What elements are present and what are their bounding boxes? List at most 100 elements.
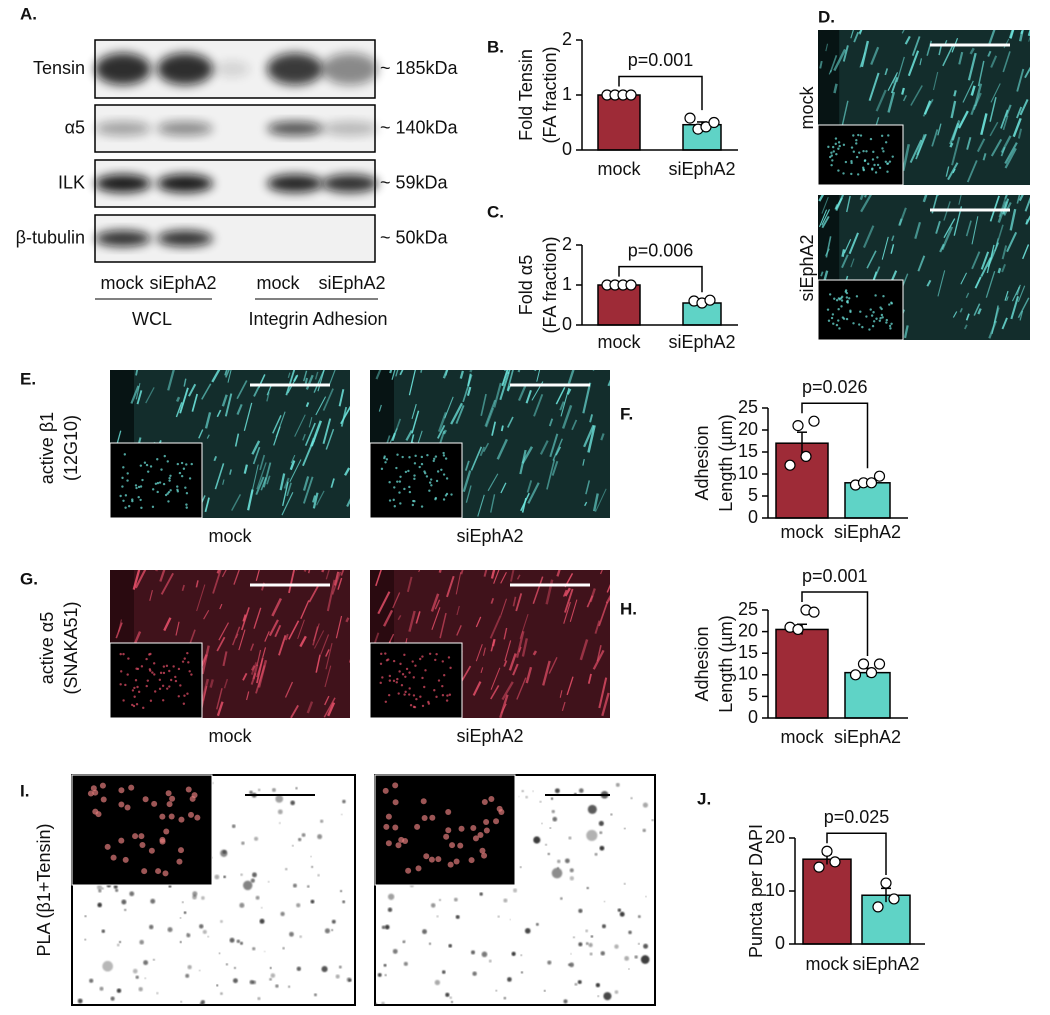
fiber	[546, 459, 556, 490]
fiber	[853, 31, 860, 43]
inset-dot	[442, 498, 446, 501]
fiber	[911, 36, 921, 57]
puncta	[585, 942, 589, 945]
fiber	[302, 440, 315, 467]
puncta	[121, 899, 127, 905]
fiber	[303, 370, 308, 382]
fiber	[949, 142, 954, 148]
fiber	[864, 195, 867, 198]
puncta	[436, 915, 439, 918]
fiber	[490, 667, 501, 690]
fiber	[436, 424, 446, 439]
puncta	[180, 1000, 183, 1003]
fiber	[493, 570, 500, 584]
puncta	[599, 845, 605, 851]
inset-dot	[134, 679, 138, 682]
inset-dot	[155, 868, 162, 875]
data-point	[625, 89, 637, 101]
data-point	[808, 415, 820, 427]
puncta	[585, 929, 589, 933]
inset-dot	[384, 652, 387, 655]
inset-dot	[446, 694, 449, 697]
inset-dot	[885, 318, 889, 322]
fiber	[434, 599, 441, 610]
inset-dot	[427, 700, 430, 704]
fiber	[873, 266, 881, 280]
inset-dot	[888, 324, 892, 328]
puncta	[229, 937, 235, 943]
fiber	[1012, 117, 1022, 138]
puncta	[578, 908, 583, 914]
puncta	[324, 928, 331, 934]
fiber	[605, 594, 610, 604]
inset-dot	[831, 159, 834, 162]
puncta	[307, 885, 310, 888]
inset-dot	[435, 479, 439, 483]
inset-dot	[412, 676, 415, 679]
blot-row-label: ILK	[58, 172, 85, 192]
puncta	[116, 943, 120, 947]
fiber	[1027, 30, 1030, 37]
puncta	[317, 874, 320, 877]
inset-dot	[413, 477, 416, 481]
fiber	[259, 454, 266, 471]
inset-dot	[425, 475, 429, 478]
fiber	[971, 216, 979, 245]
lane-label: mock	[256, 273, 300, 293]
fiber	[314, 371, 319, 380]
blot-band	[267, 174, 323, 193]
fiber	[980, 113, 988, 136]
inset-dot	[100, 796, 107, 803]
fiber	[1001, 263, 1006, 273]
fiber	[305, 374, 314, 390]
puncta	[610, 813, 613, 816]
fiber	[211, 370, 221, 383]
fiber	[340, 570, 345, 576]
inset-dot	[385, 458, 389, 461]
puncta	[524, 928, 531, 934]
fiber	[135, 370, 139, 376]
fiber	[288, 570, 296, 594]
inset-dot	[136, 685, 139, 689]
fiber	[340, 405, 350, 425]
inset-dot	[415, 697, 418, 701]
puncta	[573, 936, 575, 939]
puncta	[551, 809, 555, 814]
fiber	[1005, 104, 1012, 117]
fiber	[288, 620, 300, 640]
fiber	[596, 644, 602, 662]
inset-dot	[842, 172, 845, 175]
inset-dot	[162, 671, 166, 675]
fiber	[902, 143, 910, 172]
fiber	[308, 584, 320, 603]
x-tick-label: siEphA2	[834, 727, 901, 747]
inset-dot	[178, 471, 182, 475]
fiber	[206, 434, 210, 439]
inset-dot	[399, 502, 402, 505]
fiber	[1016, 68, 1025, 92]
fiber	[982, 153, 987, 161]
fiber	[115, 622, 123, 639]
inset-dot	[488, 795, 495, 802]
puncta	[569, 876, 575, 881]
fiber	[183, 378, 187, 387]
inset-dot	[146, 470, 150, 473]
fiber	[1020, 30, 1024, 35]
x-tick-label: mock	[780, 522, 824, 542]
puncta	[314, 993, 317, 997]
fiber	[285, 370, 296, 396]
fiber	[286, 482, 292, 497]
inset-dot	[844, 160, 848, 164]
inset-dot	[396, 677, 399, 681]
data-point	[888, 893, 900, 905]
inset-dot	[401, 455, 404, 459]
inset	[817, 124, 904, 186]
fiber	[349, 659, 350, 663]
fiber	[274, 624, 282, 638]
inset-dot	[483, 819, 490, 826]
bar	[775, 628, 829, 719]
blot-band	[157, 121, 213, 136]
inset-dot	[857, 133, 860, 137]
inset-dot	[838, 144, 841, 148]
inset-dot	[392, 824, 399, 831]
